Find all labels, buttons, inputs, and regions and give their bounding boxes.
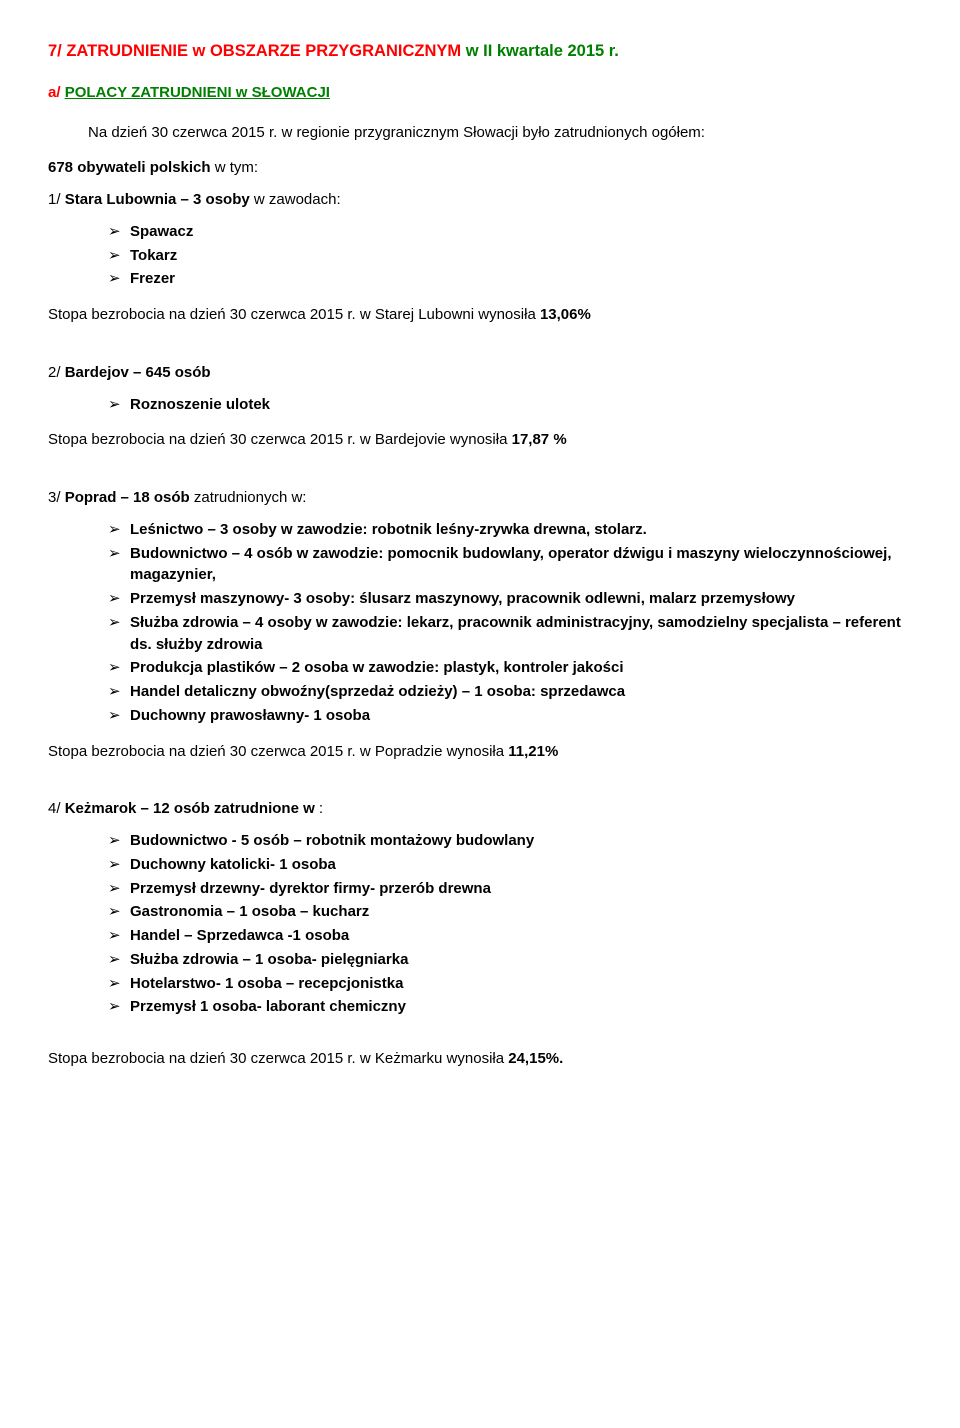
s2-rate-val: 17,87 % bbox=[512, 431, 567, 448]
list-item: Tokarz bbox=[108, 245, 912, 267]
s2-prefix: 2/ bbox=[48, 364, 65, 381]
s3-rate-pre: Stopa bezrobocia na dzień 30 czerwca 201… bbox=[48, 743, 508, 760]
s2-rate-pre: Stopa bezrobocia na dzień 30 czerwca 201… bbox=[48, 431, 512, 448]
s1-title-bold: Stara Lubownia – 3 osoby bbox=[65, 191, 250, 208]
list-item: Przemysł maszynowy- 3 osoby: ślusarz mas… bbox=[108, 588, 912, 610]
s3-title-rest: zatrudnionych w: bbox=[190, 489, 307, 506]
section-4-title: 4/ Keżmarok – 12 osób zatrudnione w : bbox=[48, 798, 912, 820]
list-item: Duchowny prawosławny- 1 osoba bbox=[108, 705, 912, 727]
s1-list: Spawacz Tokarz Frezer bbox=[48, 221, 912, 290]
list-item: Spawacz bbox=[108, 221, 912, 243]
s2-rate: Stopa bezrobocia na dzień 30 czerwca 201… bbox=[48, 429, 912, 451]
s3-rate: Stopa bezrobocia na dzień 30 czerwca 201… bbox=[48, 741, 912, 763]
list-item: Przemysł 1 osoba- laborant chemiczny bbox=[108, 996, 912, 1018]
s3-list: Leśnictwo – 3 osoby w zawodzie: robotnik… bbox=[48, 519, 912, 727]
s1-title-rest: w zawodach: bbox=[250, 191, 341, 208]
list-item: Handel detaliczny obwoźny(sprzedaż odzie… bbox=[108, 681, 912, 703]
s4-rate-pre: Stopa bezrobocia na dzień 30 czerwca 201… bbox=[48, 1050, 508, 1067]
list-item: Handel – Sprzedawca -1 osoba bbox=[108, 925, 912, 947]
sub-a-prefix: a/ bbox=[48, 84, 65, 101]
list-item: Frezer bbox=[108, 268, 912, 290]
list-item: Budownictwo – 4 osób w zawodzie: pomocni… bbox=[108, 543, 912, 587]
intro-total: 678 obywateli polskich bbox=[48, 159, 211, 176]
list-item: Służba zdrowia – 1 osoba- pielęgniarka bbox=[108, 949, 912, 971]
section-2-title: 2/ Bardejov – 645 osób bbox=[48, 362, 912, 384]
list-item: Produkcja plastików – 2 osoba w zawodzie… bbox=[108, 657, 912, 679]
list-item: Służba zdrowia – 4 osoby w zawodzie: lek… bbox=[108, 612, 912, 656]
s4-rate: Stopa bezrobocia na dzień 30 czerwca 201… bbox=[48, 1048, 912, 1070]
sub-a-link: POLACY ZATRUDNIENI w SŁOWACJI bbox=[65, 84, 330, 101]
s4-title-bold: Keżmarok – 12 osób zatrudnione w bbox=[65, 800, 315, 817]
s4-rate-val: 24,15%. bbox=[508, 1050, 563, 1067]
s4-title-rest: : bbox=[315, 800, 323, 817]
subsection-a: a/ POLACY ZATRUDNIENI w SŁOWACJI bbox=[48, 82, 912, 104]
list-item: Leśnictwo – 3 osoby w zawodzie: robotnik… bbox=[108, 519, 912, 541]
intro-rest: w tym: bbox=[211, 159, 259, 176]
s2-list: Roznoszenie ulotek bbox=[48, 394, 912, 416]
section-3-title: 3/ Poprad – 18 osób zatrudnionych w: bbox=[48, 487, 912, 509]
heading-part1: 7/ ZATRUDNIENIE w OBSZARZE PRZYGRANICZNY… bbox=[48, 42, 461, 60]
list-item: Gastronomia – 1 osoba – kucharz bbox=[108, 901, 912, 923]
s1-rate: Stopa bezrobocia na dzień 30 czerwca 201… bbox=[48, 304, 912, 326]
intro-paragraph-1: Na dzień 30 czerwca 2015 r. w regionie p… bbox=[88, 122, 912, 144]
s3-title-bold: Poprad – 18 osób bbox=[65, 489, 190, 506]
s1-prefix: 1/ bbox=[48, 191, 65, 208]
section-heading: 7/ ZATRUDNIENIE w OBSZARZE PRZYGRANICZNY… bbox=[48, 40, 912, 64]
list-item: Budownictwo - 5 osób – robotnik montażow… bbox=[108, 830, 912, 852]
heading-part2: w II kwartale 2015 r. bbox=[461, 42, 619, 60]
s2-title-bold: Bardejov – 645 osób bbox=[65, 364, 211, 381]
list-item: Hotelarstwo- 1 osoba – recepcjonistka bbox=[108, 973, 912, 995]
list-item: Przemysł drzewny- dyrektor firmy- przeró… bbox=[108, 878, 912, 900]
s3-prefix: 3/ bbox=[48, 489, 65, 506]
list-item: Duchowny katolicki- 1 osoba bbox=[108, 854, 912, 876]
intro-paragraph-2: 678 obywateli polskich w tym: bbox=[48, 157, 912, 179]
s4-list: Budownictwo - 5 osób – robotnik montażow… bbox=[48, 830, 912, 1018]
list-item: Roznoszenie ulotek bbox=[108, 394, 912, 416]
s1-rate-pre: Stopa bezrobocia na dzień 30 czerwca 201… bbox=[48, 306, 540, 323]
s1-rate-val: 13,06% bbox=[540, 306, 591, 323]
s3-rate-val: 11,21% bbox=[508, 743, 558, 760]
section-1-title: 1/ Stara Lubownia – 3 osoby w zawodach: bbox=[48, 189, 912, 211]
s4-prefix: 4/ bbox=[48, 800, 65, 817]
